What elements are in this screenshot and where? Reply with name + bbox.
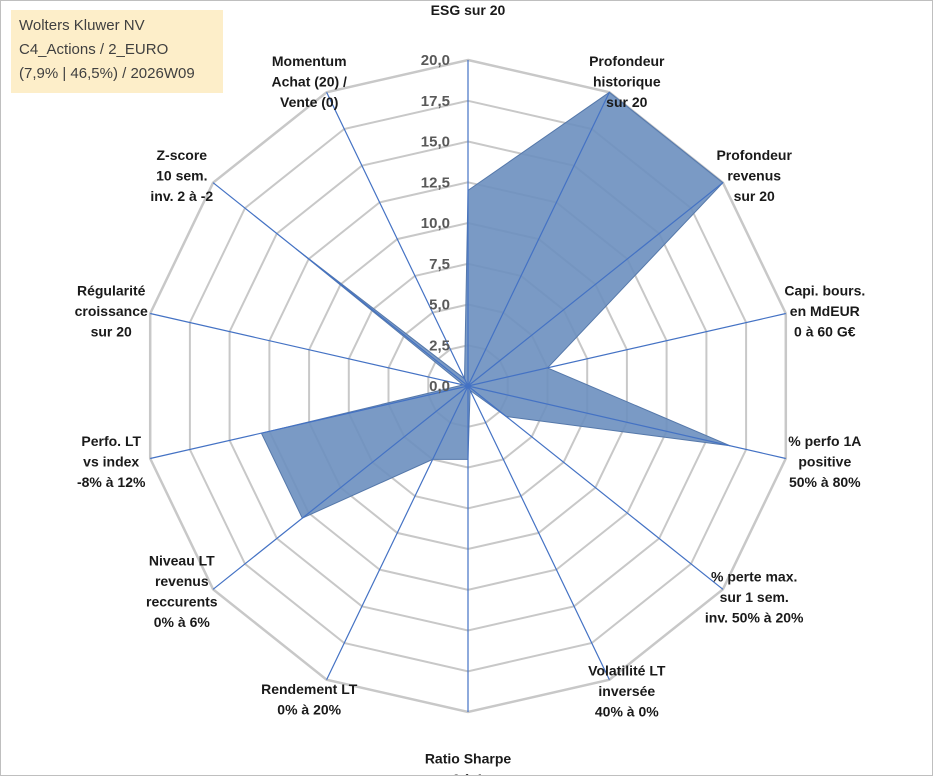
series-layer (260, 91, 731, 519)
axis-label: Perfo. LT vs index -8% à 12% (77, 433, 146, 490)
axis-label: Régularité croissance sur 20 (75, 283, 148, 340)
axis-label: NoteESG sur 20 (431, 1, 506, 18)
tick-label-layer: 0,0 2,5 5,0 7,5 10,0 12,5 15,0 17,5 20,0 (421, 52, 450, 395)
axis-spoke (326, 385, 469, 680)
axis-spoke (467, 385, 786, 460)
stats-line: (7,9% | 46,5%) / 2026W09 (19, 65, 195, 82)
tick-label: 10,0 (421, 215, 450, 232)
axis-spoke (467, 182, 724, 387)
axis-label: Capi. bours. en MdEUR 0 à 60 G€ (784, 283, 865, 340)
company-name: Wolters Kluwer NV (19, 17, 145, 34)
tick-label: 2,5 (429, 337, 450, 354)
axis-spoke (467, 92, 610, 387)
axis-label: Volatilité LT inversée 40% à 0% (588, 663, 666, 720)
axis-label: Profondeur revenus sur 20 (716, 147, 792, 204)
axis-label: Profondeur historique sur 20 (589, 53, 665, 110)
tick-label: 15,0 (421, 134, 450, 151)
axis-label: % perte max. sur 1 sem. inv. 50% à 20% (705, 569, 804, 626)
axis-spoke (150, 385, 469, 460)
axis-label: Momentum Achat (20) / Vente (0) (271, 53, 347, 110)
axis-label: Rendement LT 0% à 20% (261, 681, 358, 718)
axis-label: Ratio Sharpe0 à 1 (425, 751, 512, 776)
info-box: Wolters Kluwer NV C4_Actions / 2_EURO (7… (11, 10, 223, 93)
axis-label: Z-score 10 sem. inv. 2 à -2 (150, 147, 213, 204)
axis-spoke (467, 385, 610, 680)
axis-spoke (326, 92, 469, 387)
tick-label: 12,5 (421, 174, 450, 191)
tick-label: 7,5 (429, 256, 450, 273)
axis-label: Niveau LT revenus reccurents 0% à 6% (146, 553, 218, 631)
axis-label: % perfo 1A positive 50% à 80% (788, 433, 861, 490)
axis-spoke (212, 182, 469, 387)
series-area (260, 91, 731, 519)
spoke-layer (150, 60, 786, 712)
tick-label: 5,0 (429, 297, 450, 314)
axis-spoke (212, 385, 469, 590)
axis-spoke (467, 312, 786, 387)
tick-label: 17,5 (421, 93, 450, 110)
tick-label: 0,0 (429, 378, 450, 395)
tick-label: 20,0 (421, 52, 450, 69)
category-line: C4_Actions / 2_EURO (19, 41, 169, 58)
axis-spoke (150, 312, 469, 387)
axis-spoke (467, 385, 724, 590)
